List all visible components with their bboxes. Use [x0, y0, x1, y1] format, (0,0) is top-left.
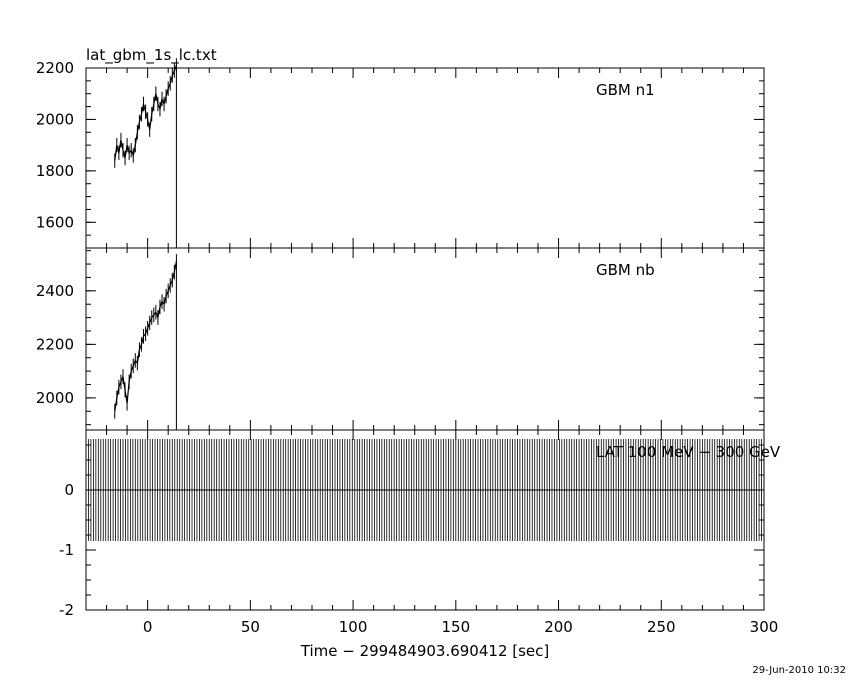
panel-frame-gbm-n1	[85, 67, 765, 249]
panel-label-gbm-nb: GBM nb	[596, 261, 655, 279]
x-tick-label: 0	[143, 618, 153, 636]
y-tick-label-gbm-nb: 2000	[36, 389, 74, 407]
x-tick-label: 300	[750, 618, 779, 636]
y-tick-label-lat: -2	[59, 601, 74, 619]
x-axis-label: Time − 299484903.690412 [sec]	[300, 642, 550, 660]
panel-label-gbm-n1: GBM n1	[596, 81, 655, 99]
y-tick-label-gbm-nb: 2400	[36, 282, 74, 300]
panel-frame-gbm-nb	[85, 247, 765, 431]
y-tick-label-lat: -1	[59, 541, 74, 559]
y-tick-label-gbm-n1: 1600	[36, 213, 74, 231]
timestamp: 29-Jun-2010 10:32	[752, 665, 846, 676]
x-tick-label: 200	[544, 618, 573, 636]
x-tick-label: 250	[647, 618, 676, 636]
x-tick-label: 100	[339, 618, 368, 636]
y-tick-label-gbm-n1: 2200	[36, 59, 74, 77]
y-tick-label-gbm-nb: 2200	[36, 335, 74, 353]
y-tick-label-gbm-n1: 2000	[36, 110, 74, 128]
y-tick-label-gbm-n1: 1800	[36, 162, 74, 180]
y-tick-label-lat: 0	[64, 481, 74, 499]
plot-title: lat_gbm_1s_lc.txt	[86, 46, 217, 65]
panel-label-lat: LAT 100 MeV − 300 GeV	[596, 443, 781, 461]
x-tick-label: 50	[241, 618, 260, 636]
x-tick-label: 150	[441, 618, 470, 636]
